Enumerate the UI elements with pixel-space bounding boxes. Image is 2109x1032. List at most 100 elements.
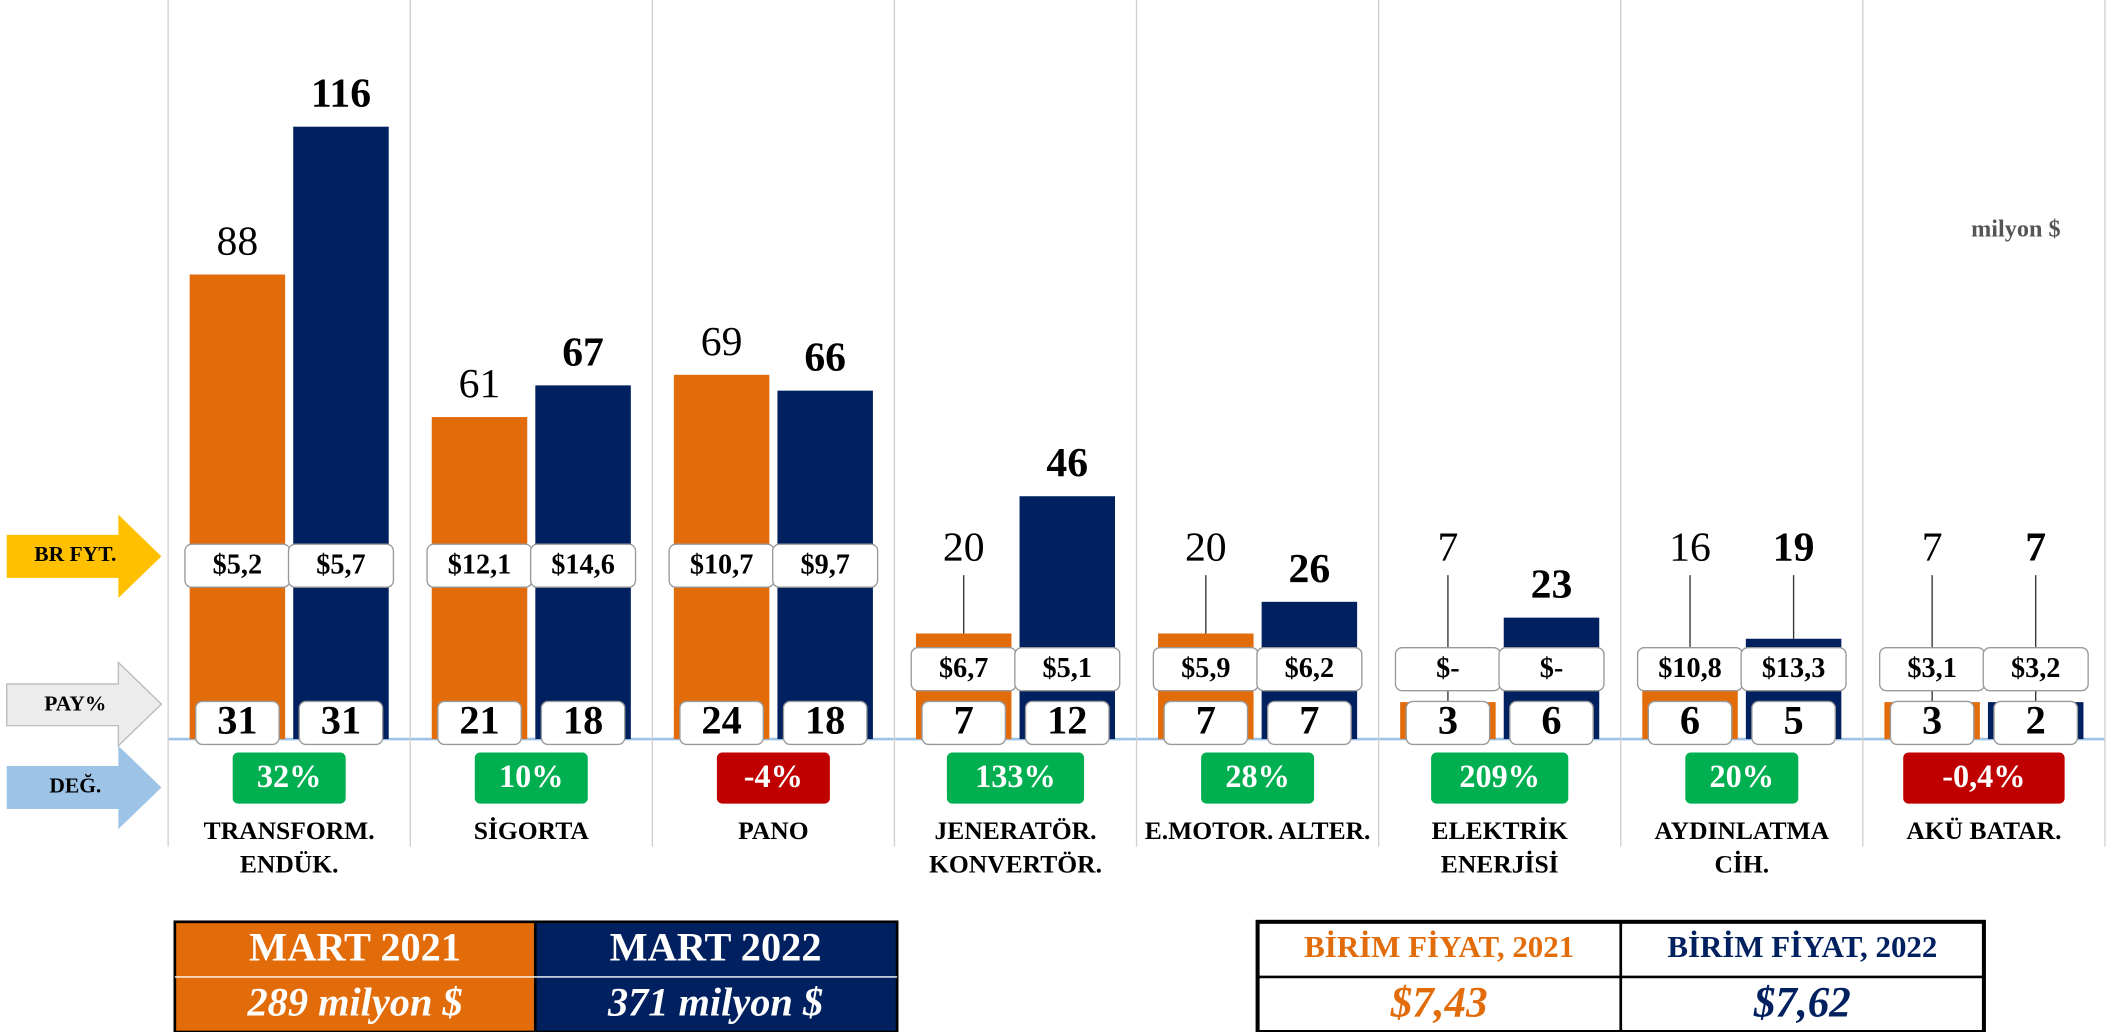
share-label: 3 [1438,698,1458,743]
share-label-box [437,700,522,746]
value-label: 20 [943,525,985,571]
price-label: $3,2 [2011,653,2060,684]
share-label-box [195,700,280,746]
share-label: 18 [563,698,603,743]
price-label-box [1982,647,2089,692]
share-label: 7 [954,698,974,743]
price-label: $13,3 [1762,653,1826,684]
price-label-box [772,543,879,588]
value-label: 16 [1669,525,1711,571]
value-label: 116 [311,71,371,117]
legend-cell [535,976,898,1032]
share-label-box [1647,700,1733,746]
price-label: $5,9 [1181,653,1230,684]
value-label: 26 [1289,546,1331,592]
legend-cell [174,921,536,977]
share-label: 31 [217,698,257,743]
price-label-box [529,543,637,588]
price-value: $7,62 [1753,979,1851,1026]
legend-name: MART 2022 [610,925,822,970]
share-label: 24 [701,698,741,743]
value-label: 61 [459,361,501,407]
legend-cell [174,976,536,1032]
change-label: -0,4% [1942,758,2025,794]
share-label-box [1509,700,1594,746]
value-label: 7 [1438,525,1459,571]
price-label: $- [1540,653,1564,684]
price-label: $- [1436,653,1460,684]
price-label-box [287,543,395,588]
change-badge [1903,752,2065,804]
price-label: $5,2 [213,550,262,581]
share-label: 6 [1541,698,1561,743]
share-label-box [298,700,384,746]
price-label: $10,8 [1658,653,1722,684]
x-tick-label: ENERJİSİ [1441,850,1559,879]
price-label: $6,7 [939,653,988,684]
share-label-box [1889,700,1975,746]
price-label: $10,7 [690,550,754,581]
price-label: $3,1 [1907,653,1956,684]
row-label: PAY% [44,691,106,715]
share-label-box [1163,700,1249,746]
row-label: BR FYT. [34,542,116,566]
x-tick-label: JENERATÖR. [934,816,1096,845]
price-label-box [1498,647,1605,692]
share-label: 21 [459,698,499,743]
price-label-box [1014,647,1121,692]
x-tick-label: KONVERTÖR. [929,850,1102,879]
change-label: 28% [1225,758,1290,794]
share-label: 7 [1196,698,1216,743]
x-tick-label: E.MOTOR. ALTER. [1145,816,1371,845]
share-label: 3 [1922,698,1942,743]
share-label-box [1751,700,1836,746]
change-badge [1685,752,1799,804]
change-label: 20% [1710,758,1775,794]
legend-name: MART 2021 [249,925,461,970]
share-label: 12 [1047,698,1087,743]
share-label: 6 [1680,698,1700,743]
price-label: $14,6 [551,550,615,581]
share-label: 2 [2026,698,2046,743]
price-label: $5,7 [316,550,365,581]
value-label: 23 [1531,562,1573,608]
legend-total: 371 milyon $ [607,980,823,1025]
share-label-box [1993,700,2079,746]
price-value: $7,43 [1390,979,1488,1026]
legend-total: 289 milyon $ [246,980,462,1025]
share-label-box [1024,700,1110,746]
change-badge [946,752,1085,804]
share-label: 7 [1299,698,1319,743]
value-label: 7 [1922,525,1943,571]
value-label: 66 [804,335,846,381]
value-label: 88 [217,219,259,265]
share-label-box [782,700,868,746]
change-label: 209% [1459,758,1540,794]
value-label: 46 [1046,440,1088,486]
change-label: 32% [257,758,322,794]
share-arrow [6,660,163,748]
row-label: DEĞ. [49,773,101,797]
price-arrow [6,514,162,598]
change-arrow [6,745,162,830]
price-header: BİRİM FİYAT, 2022 [1667,929,1937,964]
change-label: -4% [744,758,803,794]
x-tick-label: TRANSFORM. [204,816,375,845]
legend-cell [535,921,898,977]
change-badge [1201,752,1315,804]
change-badge [716,752,830,804]
share-label-box [1405,700,1491,746]
price-label-box [1740,647,1847,692]
x-tick-label: CİH. [1714,850,1769,879]
x-tick-label: ELEKTRİK [1432,816,1568,845]
price-label: $12,1 [448,550,512,581]
value-label: 69 [701,319,743,365]
share-label: 31 [321,698,361,743]
price-label: $6,2 [1285,653,1334,684]
price-label: $5,1 [1043,653,1092,684]
change-badge [474,752,588,804]
x-tick-label: SİGORTA [474,816,590,845]
share-label-box [540,700,626,746]
change-badge [232,752,346,804]
price-label: $9,7 [800,550,849,581]
